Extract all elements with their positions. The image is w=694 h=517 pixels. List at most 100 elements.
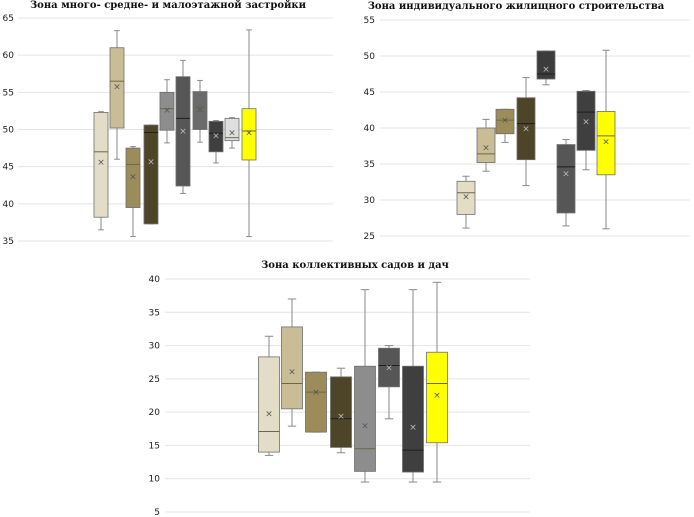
mean-marker: × — [245, 128, 253, 138]
mean-marker: × — [147, 157, 155, 167]
y-tick-label: 35 — [3, 237, 14, 247]
mean-marker: × — [482, 143, 490, 153]
mean-marker: × — [265, 409, 273, 419]
chart-panel-3: Зона коллективных садов и дач 5 10 15 20 25 30… — [149, 260, 530, 517]
y-tick-label: 35 — [364, 160, 375, 170]
iqr-box — [495, 108, 515, 135]
iqr-box — [596, 111, 616, 176]
iqr-box — [109, 47, 125, 129]
box-5: × — [354, 289, 376, 483]
box-6: × — [378, 345, 400, 420]
y-tick-label: 50 — [364, 52, 376, 62]
chart-panel-2: Зона индивидуального жилищного строитель… — [364, 1, 690, 242]
chart-title: Зона коллективных садов и дач — [261, 260, 449, 271]
box-1: × — [456, 175, 476, 229]
y-tick-label: 40 — [364, 124, 376, 134]
iqr-box — [516, 97, 536, 161]
mean-marker: × — [129, 172, 137, 182]
y-tick-label: 65 — [3, 14, 14, 24]
iqr-box — [330, 376, 352, 448]
mean-marker: × — [361, 421, 369, 431]
iqr-box — [576, 90, 596, 151]
iqr-box — [426, 351, 448, 444]
box-1: × — [258, 335, 280, 456]
iqr-box — [159, 91, 175, 131]
box-5: × — [159, 79, 175, 144]
y-tick-label: 30 — [149, 342, 161, 352]
box-2: × — [281, 298, 303, 427]
y-tick-label: 25 — [149, 375, 160, 385]
box-3: × — [125, 146, 141, 238]
chart-panel-1: Зона много- средне- и малоэтажной застро… — [3, 0, 333, 247]
box-8: × — [208, 120, 224, 164]
iqr-box — [305, 371, 327, 433]
box-3: × — [495, 108, 515, 143]
box-10: × — [241, 29, 257, 238]
mean-marker: × — [501, 116, 509, 126]
box-4: × — [143, 124, 159, 225]
iqr-box — [125, 147, 141, 208]
mean-marker: × — [163, 106, 171, 116]
mean-marker: × — [337, 412, 345, 422]
iqr-box — [354, 365, 376, 472]
y-tick-label: 40 — [3, 200, 15, 210]
y-tick-label: 50 — [3, 126, 15, 136]
mean-marker: × — [179, 127, 187, 137]
iqr-box — [143, 124, 159, 225]
mean-marker: × — [542, 65, 550, 75]
iqr-box — [175, 76, 191, 187]
box-9: × — [224, 117, 240, 149]
mean-marker: × — [602, 138, 610, 148]
y-tick-label: 30 — [364, 196, 376, 206]
y-tick-label: 60 — [3, 51, 15, 61]
box-8: × — [426, 281, 448, 483]
iqr-box — [258, 356, 280, 453]
mean-marker: × — [562, 169, 570, 179]
box-6: × — [556, 139, 576, 227]
iqr-box — [93, 112, 109, 218]
mean-marker: × — [228, 128, 236, 138]
iqr-box — [241, 108, 257, 161]
iqr-box — [281, 326, 303, 410]
iqr-box — [378, 347, 400, 388]
box-4: × — [330, 367, 352, 454]
box-2: × — [476, 118, 496, 172]
mean-marker: × — [97, 158, 105, 168]
mean-marker: × — [433, 391, 441, 401]
iqr-box — [224, 117, 240, 142]
box-2: × — [109, 30, 125, 160]
y-tick-label: 5 — [154, 508, 160, 517]
mean-marker: × — [582, 118, 590, 128]
y-tick-label: 45 — [3, 163, 14, 173]
y-tick-label: 35 — [149, 308, 160, 318]
mean-marker: × — [288, 368, 296, 378]
mean-marker: × — [113, 82, 121, 92]
mean-marker: × — [212, 131, 220, 141]
box-7: × — [402, 289, 424, 483]
box-8: × — [596, 49, 616, 230]
iqr-box — [556, 144, 576, 214]
mean-marker: × — [196, 105, 204, 115]
box-1: × — [93, 111, 109, 231]
mean-marker: × — [409, 423, 417, 433]
y-tick-label: 25 — [364, 232, 375, 242]
chart-title: Зона индивидуального жилищного строитель… — [368, 1, 665, 12]
iqr-box — [208, 120, 224, 153]
box-4: × — [516, 77, 536, 187]
y-tick-label: 10 — [149, 475, 161, 485]
box-7: × — [192, 79, 208, 143]
iqr-box — [536, 50, 556, 80]
y-tick-label: 55 — [364, 16, 375, 26]
mean-marker: × — [522, 125, 530, 135]
box-6: × — [175, 59, 191, 194]
box-7: × — [576, 90, 596, 171]
mean-marker: × — [312, 388, 320, 398]
box-3: × — [305, 371, 327, 433]
mean-marker: × — [462, 192, 470, 202]
mean-marker: × — [385, 364, 393, 374]
iqr-box — [456, 180, 476, 215]
y-tick-label: 55 — [3, 88, 14, 98]
y-tick-label: 40 — [149, 275, 161, 285]
y-tick-label: 45 — [364, 88, 375, 98]
